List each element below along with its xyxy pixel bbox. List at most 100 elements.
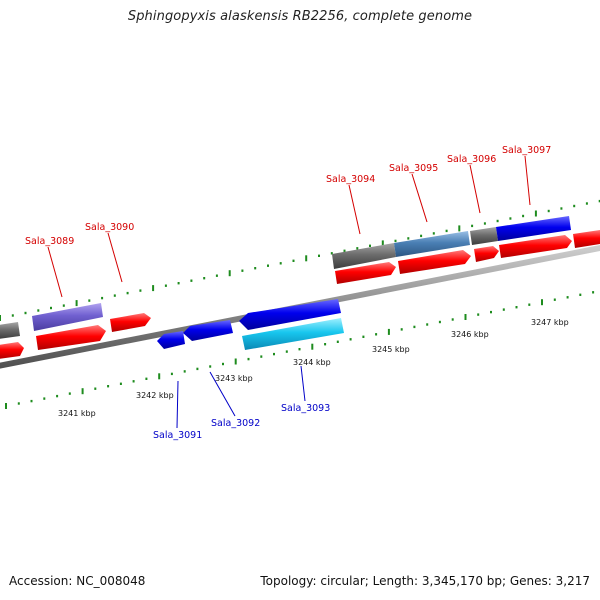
scale-tick xyxy=(50,306,52,310)
scale-tick xyxy=(477,313,480,316)
scale-tick xyxy=(369,244,371,247)
feature-bar-sala-3097[interactable] xyxy=(496,216,571,241)
feature-bar-sala-3095[interactable] xyxy=(394,231,470,257)
gene-arrow-sala-3096[interactable] xyxy=(474,246,499,262)
scale-tick xyxy=(139,289,142,292)
label-leader-line xyxy=(300,365,306,402)
gene-label-sala-3091[interactable]: Sala_3091 xyxy=(153,430,202,441)
feature-bar-right-edge[interactable] xyxy=(573,230,600,248)
scale-tick xyxy=(420,234,423,238)
gene-label-sala-3092[interactable]: Sala_3092 xyxy=(211,418,260,429)
scale-tick xyxy=(305,255,308,262)
scale-tick xyxy=(381,240,384,247)
gene-label-sala-3095[interactable]: Sala_3095 xyxy=(389,163,438,174)
scale-tick xyxy=(81,388,84,395)
reverse-scale-ticks xyxy=(5,291,595,409)
scale-tick xyxy=(394,239,397,243)
scale-tick xyxy=(311,343,314,350)
scale-tick xyxy=(254,267,257,270)
scale-tick xyxy=(24,311,27,315)
scale-tick xyxy=(11,314,14,317)
gene-labels: Sala_3089 Sala_3090 Sala_3094 Sala_3095 Sala… xyxy=(25,145,551,441)
scale-tick xyxy=(222,362,224,366)
gene-arrow-sala-3090[interactable] xyxy=(110,313,151,332)
feature-bar-left-edge[interactable] xyxy=(0,322,20,339)
scale-tick xyxy=(164,284,167,287)
scale-tick xyxy=(324,343,327,346)
label-leader-line xyxy=(411,173,428,223)
scale-tick xyxy=(298,348,301,351)
feature-bar-sala-3094[interactable] xyxy=(332,243,396,269)
scale-tick xyxy=(387,328,390,335)
gene-label-sala-3090[interactable]: Sala_3090 xyxy=(85,222,134,233)
gene-arrow-sala-3092[interactable] xyxy=(183,320,233,341)
scale-tick xyxy=(522,214,525,218)
label-leader-line xyxy=(348,184,361,235)
gene-arrow-sala-3097[interactable] xyxy=(499,235,572,258)
scale-labels: 3241 kbp 3242 kbp 3243 kbp 3244 kbp 3245 kbp… xyxy=(58,318,569,418)
scale-tick xyxy=(101,296,104,300)
scale-tick xyxy=(260,355,263,358)
scale-tick xyxy=(68,392,71,395)
scale-tick xyxy=(458,225,461,232)
scale-tick xyxy=(445,229,448,233)
scale-tick xyxy=(471,224,474,228)
feature-bar-sala-3093[interactable] xyxy=(242,318,344,350)
label-leader-line xyxy=(209,371,236,417)
scale-tick xyxy=(598,199,600,203)
scale-tick xyxy=(509,217,512,220)
gene-arrow-sala-3089[interactable] xyxy=(36,325,106,350)
scale-tick xyxy=(541,299,543,306)
scale-tick xyxy=(170,372,173,376)
scale-tick xyxy=(62,304,65,307)
scale-tick xyxy=(356,247,359,250)
feature-bar-sala-3096[interactable] xyxy=(470,227,498,245)
scale-tick xyxy=(234,358,237,365)
scale-tick xyxy=(0,315,1,321)
scale-tick xyxy=(5,403,7,409)
accession-text: Accession: NC_008048 xyxy=(9,574,146,588)
gene-label-sala-3094[interactable]: Sala_3094 xyxy=(326,174,375,185)
scale-tick xyxy=(349,338,352,341)
scale-tick xyxy=(292,259,295,262)
scale-tick xyxy=(553,298,556,301)
scale-tick xyxy=(547,209,550,213)
scale-tick xyxy=(592,291,595,294)
gene-label-sala-3097[interactable]: Sala_3097 xyxy=(502,145,551,156)
scale-tick xyxy=(413,325,416,329)
scale-tick xyxy=(228,270,231,277)
gene-arrow-sala-3091[interactable] xyxy=(157,331,185,349)
gene-label-sala-3089[interactable]: Sala_3089 xyxy=(25,236,74,247)
label-leader-line xyxy=(47,246,63,298)
scale-tick xyxy=(94,387,97,390)
feature-bar-sala-3089[interactable] xyxy=(32,303,103,331)
scale-tick xyxy=(215,274,218,277)
scale-tick xyxy=(56,394,59,398)
scale-tick xyxy=(330,252,333,255)
scale-label: 3246 kbp xyxy=(451,330,489,339)
gene-arrow-sala-3095[interactable] xyxy=(398,250,471,274)
scale-tick xyxy=(126,291,129,295)
gene-features xyxy=(0,216,600,359)
scale-tick xyxy=(209,365,212,368)
scale-label: 3247 kbp xyxy=(531,318,569,327)
gene-arrow-left-edge[interactable] xyxy=(0,342,24,359)
scale-tick xyxy=(362,335,365,338)
scale-label: 3243 kbp xyxy=(215,374,253,383)
gene-label-sala-3096[interactable]: Sala_3096 xyxy=(447,154,496,165)
scale-tick xyxy=(267,264,269,267)
label-leader-line xyxy=(524,155,531,206)
scale-tick xyxy=(318,254,320,257)
scale-tick xyxy=(279,262,282,265)
gene-arrow-sala-3093[interactable] xyxy=(239,299,341,330)
gene-arrow-sala-3094[interactable] xyxy=(335,262,396,284)
scale-tick xyxy=(426,323,429,326)
scale-tick xyxy=(43,397,46,400)
scale-tick xyxy=(247,357,250,361)
scale-tick xyxy=(336,340,339,343)
gene-label-sala-3093[interactable]: Sala_3093 xyxy=(281,403,330,414)
scale-tick xyxy=(566,296,569,299)
scale-tick xyxy=(407,237,410,240)
scale-tick xyxy=(113,294,116,297)
